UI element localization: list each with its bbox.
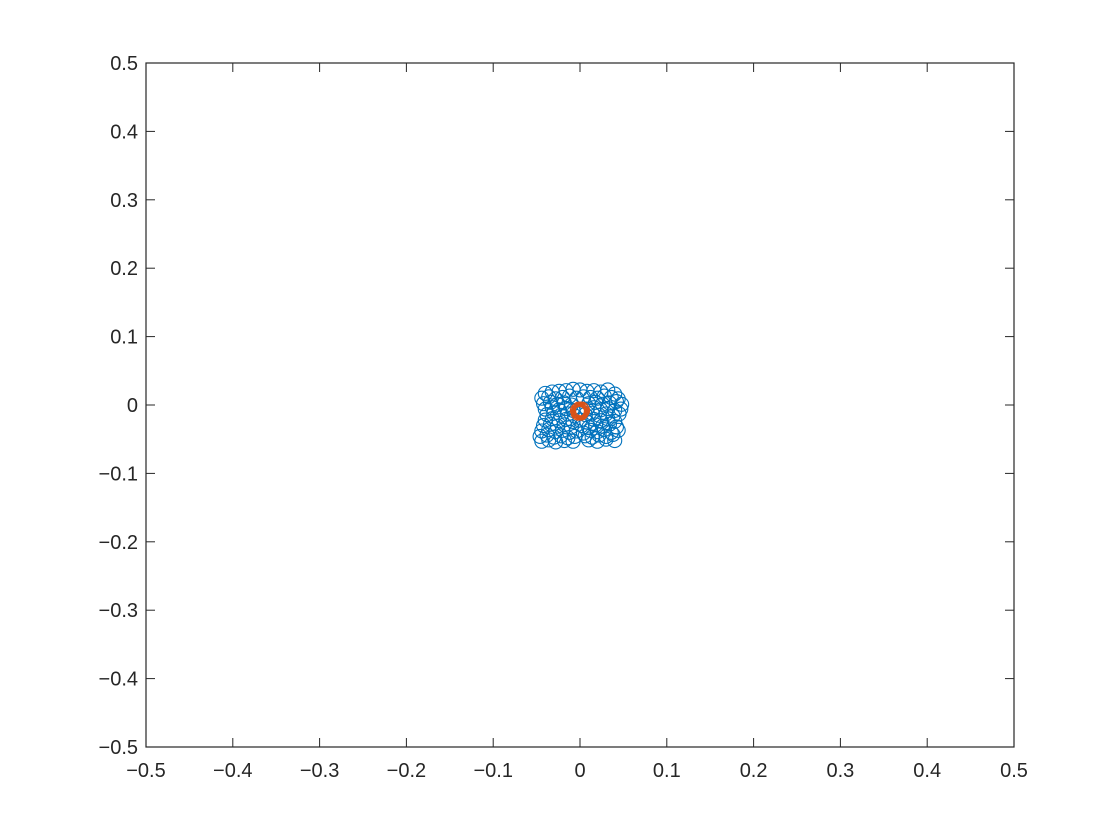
y-tick-label: 0.1 bbox=[110, 327, 138, 349]
data-point-series-1 bbox=[548, 434, 564, 450]
data-point-series-2 bbox=[570, 405, 586, 421]
x-tick-label: 0.2 bbox=[740, 760, 768, 782]
x-tick-label: 0.1 bbox=[653, 760, 681, 782]
axes-box bbox=[145, 62, 1015, 748]
y-tick-label: 0 bbox=[127, 395, 138, 417]
x-tick-label: −0.3 bbox=[300, 760, 339, 782]
data-point-series-1 bbox=[607, 386, 623, 402]
y-tick-label: −0.2 bbox=[99, 532, 138, 554]
y-tick-label: 0.3 bbox=[110, 190, 138, 212]
y-tick-label: 0.2 bbox=[110, 258, 138, 280]
x-tick-label: −0.2 bbox=[387, 760, 426, 782]
x-tick-label: 0 bbox=[574, 760, 585, 782]
data-point-series-2 bbox=[574, 401, 590, 417]
x-tick-label: 0.3 bbox=[826, 760, 854, 782]
data-point-series-1 bbox=[541, 432, 557, 448]
data-point-series-1 bbox=[610, 422, 626, 438]
y-tick-label: −0.1 bbox=[99, 463, 138, 485]
data-points bbox=[532, 381, 630, 450]
x-tick-label: 0.5 bbox=[1000, 760, 1028, 782]
y-tick-label: 0.4 bbox=[110, 121, 138, 143]
x-tick-label: −0.1 bbox=[473, 760, 512, 782]
x-tick-labels: −0.5 −0.4 −0.3 −0.2 −0.1 0 0.1 0.2 0.3 0.4 0.5 bbox=[126, 760, 1028, 782]
x-tick-label: 0.4 bbox=[913, 760, 941, 782]
y-tick-labels: −0.5 −0.4 −0.3 −0.2 −0.1 0 0.1 0.2 0.3 0.4 0.5 bbox=[99, 53, 138, 759]
data-point-series-1 bbox=[563, 419, 579, 435]
y-tick-label: −0.3 bbox=[99, 600, 138, 622]
data-point-series-1 bbox=[589, 433, 605, 449]
y-tick-label: −0.5 bbox=[99, 737, 138, 759]
data-point-series-2 bbox=[571, 403, 587, 419]
y-tick-label: 0.5 bbox=[110, 53, 138, 75]
data-point-series-1 bbox=[607, 433, 623, 449]
x-tick-label: −0.5 bbox=[126, 760, 165, 782]
data-point-series-1 bbox=[581, 432, 597, 448]
data-point-series-1 bbox=[601, 416, 618, 432]
y-tick-label: −0.4 bbox=[99, 669, 138, 691]
x-tick-label: −0.4 bbox=[213, 760, 252, 782]
data-point-series-1 bbox=[598, 431, 614, 447]
data-point-series-1 bbox=[565, 433, 581, 449]
data-point-series-1 bbox=[556, 433, 572, 449]
